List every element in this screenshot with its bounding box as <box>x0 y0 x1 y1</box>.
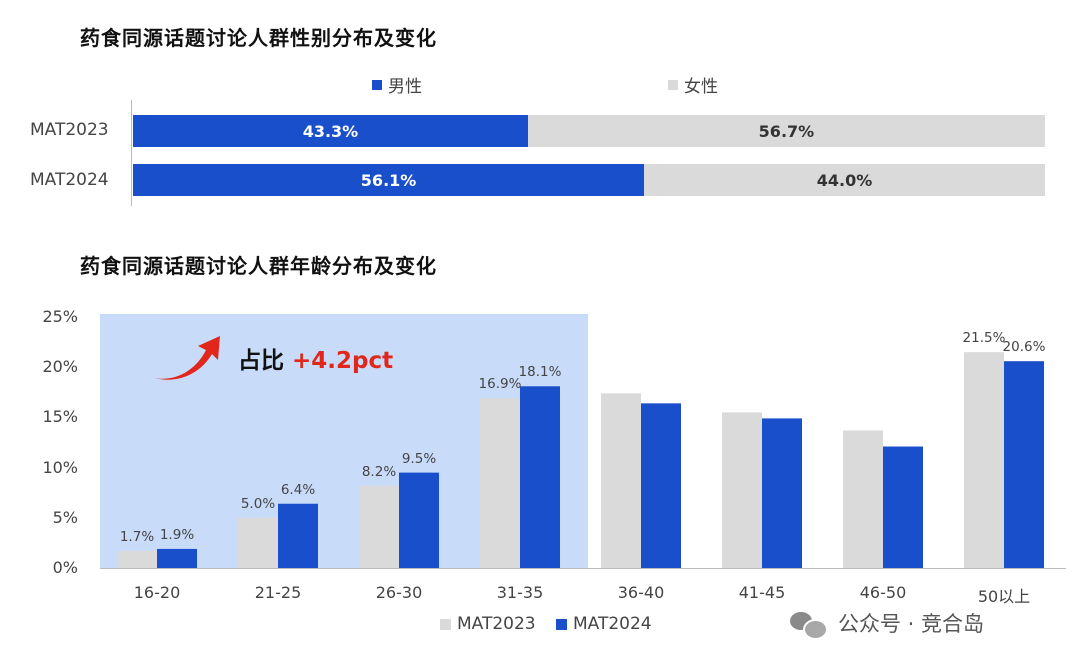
legend-mat2023-label: MAT2023 <box>457 614 536 634</box>
callout-value: +4.2pct <box>292 348 394 374</box>
age-chart-title: 药食同源话题讨论人群年龄分布及变化 <box>80 254 437 278</box>
age-x-tick-0: 16-20 <box>133 583 181 602</box>
age-bar-mat2024-2 <box>399 472 439 568</box>
gender-axis-line <box>131 100 132 206</box>
age-bar-mat2023-2 <box>359 485 399 568</box>
age-data-label-mat2023-7: 21.5% <box>962 330 1006 347</box>
age-y-tick-5: 25% <box>42 307 78 326</box>
legend-male-label: 男性 <box>388 77 422 97</box>
age-y-tick-4: 20% <box>42 357 78 377</box>
age-y-tick-0: 0% <box>52 558 78 577</box>
red-arrow-icon <box>154 336 220 380</box>
legend-mat2023: MAT2023 <box>440 614 536 634</box>
age-bar-mat2023-3 <box>480 398 520 568</box>
legend-female: 女性 <box>668 72 718 97</box>
wechat-icon <box>788 608 828 640</box>
age-bar-mat2024-0 <box>157 548 197 568</box>
age-x-tick-1: 21-25 <box>254 583 302 602</box>
legend-mat2023-swatch <box>440 618 451 630</box>
age-bar-mat2024-3 <box>520 386 560 568</box>
legend-mat2024-swatch <box>556 618 567 630</box>
age-y-tick-3: 15% <box>42 407 78 427</box>
age-bar-mat2023-6 <box>843 430 883 568</box>
age-bar-mat2023-7 <box>964 352 1004 568</box>
gender-chart-title: 药食同源话题讨论人群性别分布及变化 <box>80 26 437 50</box>
age-bar-mat2023-1 <box>238 517 278 568</box>
age-x-tick-7: 50以上 <box>977 587 1031 606</box>
age-x-tick-2: 26-30 <box>375 583 423 602</box>
age-x-tick-4: 36-40 <box>617 583 665 602</box>
age-bar-mat2023-0 <box>117 550 157 568</box>
age-callout: 占比 +4.2pct <box>238 341 393 375</box>
age-x-tick-6: 46-50 <box>859 583 907 602</box>
age-data-label-mat2024-7: 20.6% <box>1002 339 1046 356</box>
legend-mat2024: MAT2024 <box>556 614 652 634</box>
watermark-text: 公众号 · 竞合岛 <box>838 612 985 636</box>
legend-female-swatch <box>668 79 678 90</box>
gender-bar-female-1: 44.0% <box>644 164 1045 196</box>
gender-bar-male-1: 56.1% <box>133 164 645 196</box>
age-bar-mat2024-4 <box>641 403 681 568</box>
age-bar-mat2023-5 <box>722 412 762 568</box>
age-y-tick-1: 5% <box>52 507 78 527</box>
gender-bar-male-0: 43.3% <box>133 115 528 147</box>
age-bar-mat2024-7 <box>1004 361 1044 568</box>
legend-male: 男性 <box>372 72 422 97</box>
age-bar-mat2024-5 <box>762 418 802 568</box>
age-data-label-mat2024-3: 18.1% <box>518 364 562 381</box>
age-x-tick-5: 41-45 <box>738 583 786 602</box>
age-data-label-mat2024-0: 1.9% <box>159 526 195 543</box>
age-bar-mat2024-1 <box>278 503 318 568</box>
age-data-label-mat2024-2: 9.5% <box>401 450 437 467</box>
age-x-tick-3: 31-35 <box>496 583 544 602</box>
age-data-label-mat2024-1: 6.4% <box>280 481 316 498</box>
gender-row-label-2024: MAT2024 <box>30 170 109 190</box>
age-data-label-mat2023-1: 5.0% <box>240 495 276 512</box>
age-data-label-mat2023-0: 1.7% <box>119 528 155 545</box>
age-data-label-mat2023-3: 16.9% <box>478 376 522 393</box>
legend-mat2024-label: MAT2024 <box>573 614 652 634</box>
age-data-label-mat2023-2: 8.2% <box>361 463 397 480</box>
age-bar-mat2023-4 <box>601 393 641 568</box>
callout-label: 占比 <box>238 348 284 374</box>
age-y-tick-2: 10% <box>42 457 78 477</box>
gender-row-label-2023: MAT2023 <box>30 120 109 140</box>
age-bar-mat2024-6 <box>883 446 923 568</box>
legend-male-swatch <box>372 79 382 90</box>
legend-female-label: 女性 <box>684 77 718 97</box>
gender-bar-female-0: 56.7% <box>527 115 1045 147</box>
watermark: 公众号 · 竞合岛 <box>788 608 985 640</box>
